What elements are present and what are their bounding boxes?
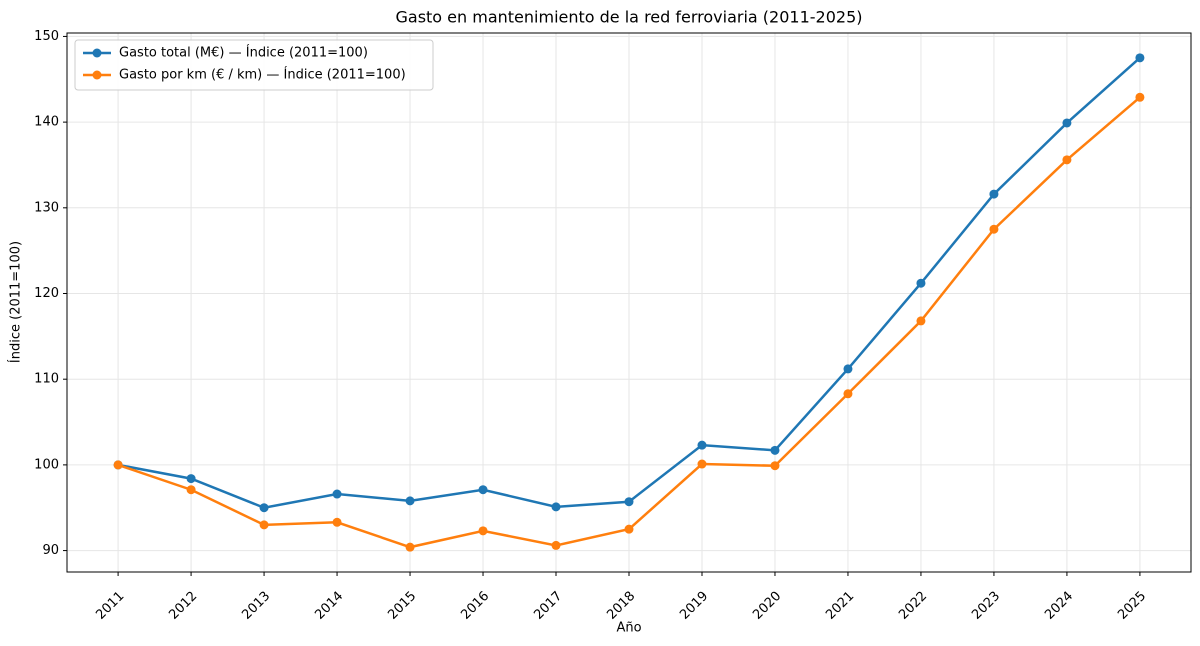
x-tick-label: 2024 [1042,589,1076,623]
data-point [551,540,561,550]
x-tick-label: 2019 [677,589,711,623]
y-tick-label: 150 [34,29,59,44]
data-point [697,440,707,450]
x-tick-label: 2012 [166,589,200,623]
data-point [916,316,926,326]
data-point [551,502,561,512]
x-tick-label: 2022 [896,589,930,623]
data-point [624,497,634,507]
data-point [989,189,999,199]
y-tick-label: 140 [34,115,59,130]
data-point [405,496,415,506]
data-point [1135,92,1145,102]
x-tick-label: 2017 [531,589,565,623]
data-point [1135,53,1145,63]
x-tick-label: 2014 [312,589,346,623]
data-point [405,542,415,552]
legend: Gasto total (M€) — Índice (2011=100) Gast… [74,39,434,91]
data-point [770,445,780,455]
data-point [113,460,123,470]
x-axis-label: Año [616,621,641,636]
data-point [843,389,853,399]
data-point [1062,118,1072,128]
legend-marker [92,48,102,58]
data-point [259,520,269,530]
data-point [186,485,196,495]
data-point [989,224,999,234]
x-tick-label: 2015 [385,589,419,623]
data-point [332,517,342,527]
y-tick-label: 130 [34,200,59,215]
plot-frame [66,32,1192,573]
x-tick-label: 2011 [93,589,127,623]
y-tick-label: 100 [34,457,59,472]
legend-marker [92,70,102,80]
legend-box [74,39,434,91]
data-point [478,485,488,495]
data-point [624,524,634,534]
x-tick-label: 2018 [604,589,638,623]
legend-label: Gasto por km (€ / km) — Índice (2011=100… [119,67,406,83]
data-point [916,278,926,288]
x-tick-label: 2020 [750,589,784,623]
y-tick-label: 90 [42,543,59,558]
x-tick-label: 2016 [458,589,492,623]
data-point [843,364,853,374]
data-point [332,489,342,499]
data-point [1062,155,1072,165]
x-tick-label: 2023 [969,589,1003,623]
data-point [478,526,488,536]
x-tick-label: 2025 [1115,589,1149,623]
y-tick-label: 120 [34,286,59,301]
data-point [697,459,707,469]
data-point [770,461,780,471]
x-tick-label: 2021 [823,589,857,623]
x-tick-label: 2013 [239,589,273,623]
legend-label: Gasto total (M€) — Índice (2011=100) [119,45,368,61]
data-point [259,503,269,513]
y-tick-label: 110 [34,372,59,387]
y-axis-label: Índice (2011=100) [8,241,24,363]
data-point [186,474,196,484]
chart-title: Gasto en mantenimiento de la red ferrovi… [395,8,862,27]
